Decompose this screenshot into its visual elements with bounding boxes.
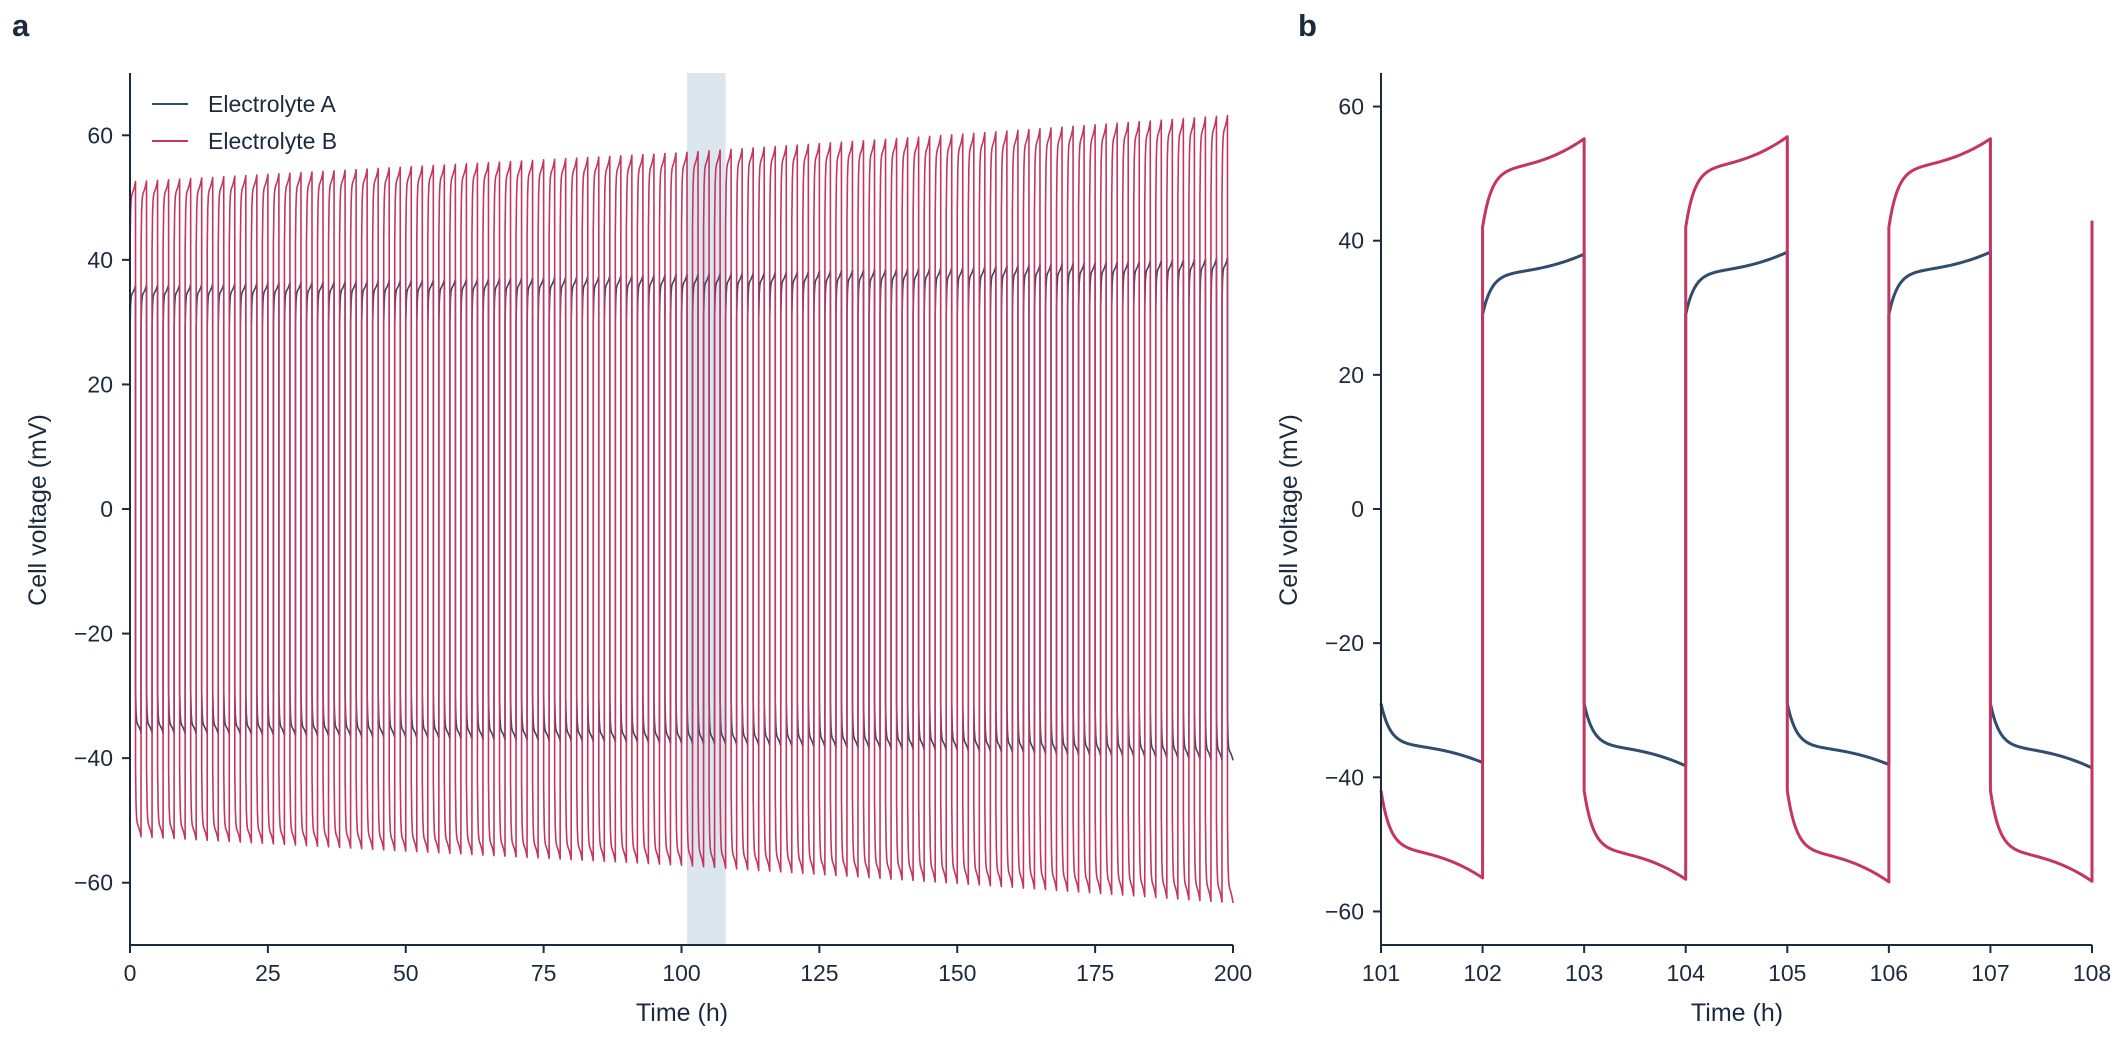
panel-b-y-label: Cell voltage (mV) <box>1275 414 1303 606</box>
x-tick-label: 102 <box>1463 960 1501 986</box>
y-tick-label: −20 <box>74 621 113 647</box>
x-tick-label: 105 <box>1768 960 1806 986</box>
y-tick-label: −60 <box>74 870 113 896</box>
panel-b-series <box>1379 135 2094 884</box>
y-tick-label: −60 <box>1325 898 1364 924</box>
y-tick-label: −20 <box>1325 630 1364 656</box>
y-tick-label: 60 <box>1338 94 1364 120</box>
panel-b-x-label: Time (h) <box>1691 999 1783 1027</box>
panel-a-series <box>129 114 1234 903</box>
y-tick-label: −40 <box>74 745 113 771</box>
y-tick-label: 40 <box>1338 228 1364 254</box>
y-tick-label: 0 <box>100 496 113 522</box>
y-tick-label: 20 <box>87 371 113 397</box>
x-tick-label: 75 <box>531 960 557 986</box>
legend: Electrolyte A Electrolyte B <box>152 91 337 154</box>
panel-letter-b: b <box>1298 8 1317 43</box>
y-tick-label: 40 <box>87 247 113 273</box>
panel-letter-a: a <box>12 8 30 43</box>
panel-a-x-label: Time (h) <box>636 999 728 1027</box>
legend-label-b: Electrolyte B <box>208 128 337 154</box>
panel-a: 0 25 50 75 100 125 150 175 200 −60−40−200204060 … <box>24 73 1252 1027</box>
x-tick-label: 25 <box>255 960 281 986</box>
y-tick-label: 0 <box>1351 496 1364 522</box>
y-tick-label: 60 <box>87 122 113 148</box>
x-tick-label: 100 <box>662 960 700 986</box>
series-line-electrolyte_b <box>129 114 1234 903</box>
x-tick-label: 107 <box>1971 960 2009 986</box>
y-tick-label: 20 <box>1338 362 1364 388</box>
series-line-electrolyte_b <box>1379 135 2094 884</box>
x-tick-label: 150 <box>938 960 976 986</box>
series-line-electrolyte_a <box>1379 250 2093 770</box>
panel-b-y-ticks: −60 −40 −20 0 20 40 60 <box>1325 94 1381 924</box>
legend-label-a: Electrolyte A <box>208 91 336 117</box>
x-tick-label: 125 <box>800 960 838 986</box>
x-tick-label: 200 <box>1214 960 1252 986</box>
y-tick-label: −40 <box>1325 764 1364 790</box>
x-tick-label: 103 <box>1565 960 1603 986</box>
panel-b: 101 102 103 104 105 106 107 108 −60 −40 −20 0 20 40 6… <box>1275 73 2111 1027</box>
panel-a-x-ticks: 0 25 50 75 100 125 150 175 200 <box>124 945 1252 986</box>
x-tick-label: 101 <box>1362 960 1400 986</box>
x-tick-label: 175 <box>1076 960 1114 986</box>
x-tick-label: 108 <box>2073 960 2111 986</box>
panel-a-y-label: Cell voltage (mV) <box>24 414 52 606</box>
x-tick-label: 104 <box>1667 960 1706 986</box>
panel-a-y-ticks: −60 −40 −20 0 20 40 60 <box>74 122 130 896</box>
panel-b-x-ticks: 101 102 103 104 105 106 107 108 <box>1362 945 2111 986</box>
x-tick-label: 50 <box>393 960 419 986</box>
x-tick-label: 0 <box>124 960 137 986</box>
x-tick-label: 106 <box>1870 960 1908 986</box>
